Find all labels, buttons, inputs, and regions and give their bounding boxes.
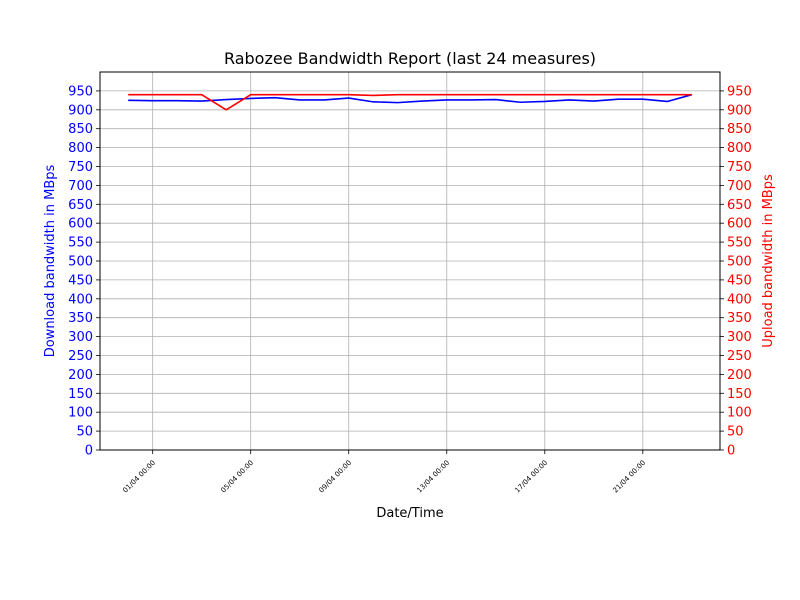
right-tick-label: 900	[727, 103, 752, 118]
left-tick-label: 550	[68, 236, 93, 251]
left-tick-label: 300	[68, 330, 93, 345]
right-tick-label: 0	[727, 444, 735, 459]
right-tick-label: 500	[727, 255, 752, 270]
left-tick-label: 500	[68, 255, 93, 270]
right-tick-label: 600	[727, 217, 752, 232]
left-tick-label: 450	[68, 273, 93, 288]
right-tick-label: 550	[727, 236, 752, 251]
right-tick-label: 800	[727, 141, 752, 156]
left-axis-ticks: 0 50 100 150 200 250 300 350 400 450 500 550 600 650 7…	[68, 84, 100, 459]
left-tick-label: 950	[68, 84, 93, 99]
left-axis-label: Download bandwidth in MBps	[43, 164, 58, 357]
left-tick-label: 750	[68, 160, 93, 175]
download-series-line	[128, 93, 693, 104]
left-tick-label: 100	[68, 406, 93, 421]
right-tick-label: 650	[727, 198, 752, 213]
left-tick-label: 400	[68, 292, 93, 307]
left-tick-label: 900	[68, 103, 93, 118]
right-tick-label: 150	[727, 387, 752, 402]
right-axis-label: Upload bandwidth in MBps	[761, 174, 776, 348]
right-axis-ticks: 0 50 100 150 200 250 300 350 400 450 500 550 600 650 7…	[720, 84, 752, 459]
x-axis-label: Date/Time	[376, 506, 443, 521]
left-tick-label: 600	[68, 217, 93, 232]
right-tick-label: 450	[727, 273, 752, 288]
upload-series-line	[128, 93, 692, 111]
right-tick-label: 250	[727, 349, 752, 364]
right-tick-label: 700	[727, 179, 752, 194]
right-tick-label: 950	[727, 84, 752, 99]
series-group	[128, 93, 693, 111]
left-tick-label: 650	[68, 198, 93, 213]
right-tick-label: 350	[727, 311, 752, 326]
right-tick-label: 750	[727, 160, 752, 175]
chart-title: Rabozee Bandwidth Report (last 24 measur…	[224, 49, 596, 68]
left-tick-label: 700	[68, 179, 93, 194]
right-tick-label: 850	[727, 122, 752, 137]
left-tick-label: 50	[76, 425, 93, 440]
left-tick-label: 200	[68, 368, 93, 383]
left-tick-label: 850	[68, 122, 93, 137]
right-tick-label: 200	[727, 368, 752, 383]
right-tick-label: 100	[727, 406, 752, 421]
left-tick-label: 150	[68, 387, 93, 402]
left-tick-label: 800	[68, 141, 93, 156]
left-tick-label: 350	[68, 311, 93, 326]
left-tick-label: 0	[85, 444, 93, 459]
left-tick-label: 250	[68, 349, 93, 364]
grid-lines	[100, 72, 720, 451]
right-tick-label: 300	[727, 330, 752, 345]
right-tick-label: 400	[727, 292, 752, 307]
right-tick-label: 50	[727, 425, 744, 440]
